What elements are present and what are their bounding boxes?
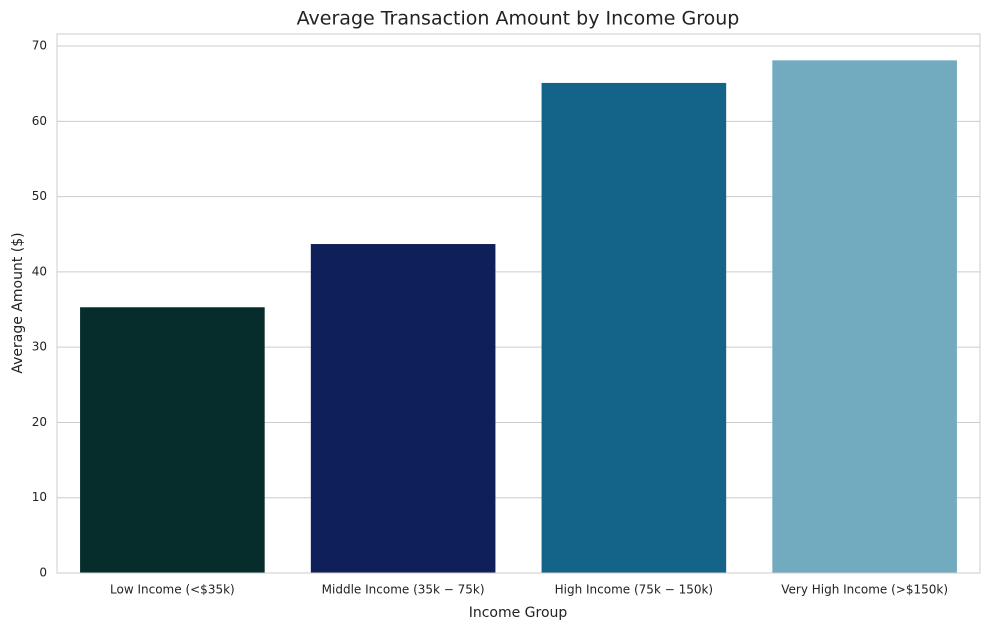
- y-tick-label: 40: [32, 264, 47, 278]
- bar: [80, 307, 265, 573]
- x-tick-label: Very High Income (>$150k): [781, 583, 948, 597]
- x-tick-label: High Income (75k − 150k): [555, 583, 713, 597]
- y-tick-label: 10: [32, 490, 47, 504]
- y-tick-label: 50: [32, 189, 47, 203]
- bar: [541, 82, 727, 573]
- x-axis-label: Income Group: [469, 605, 568, 621]
- y-tick-label: 0: [39, 566, 47, 580]
- y-tick-label: 70: [32, 39, 47, 53]
- y-tick-label: 20: [32, 415, 47, 429]
- x-tick-label: Low Income (<$35k): [110, 583, 235, 597]
- bar: [772, 60, 957, 573]
- chart-title: Average Transaction Amount by Income Gro…: [297, 8, 740, 30]
- x-tick-label: Middle Income (35k − 75k): [322, 583, 485, 597]
- y-axis-label: Average Amount ($): [10, 232, 26, 373]
- bar: [310, 244, 496, 573]
- plot-frame: [56, 33, 981, 574]
- y-tick-label: 30: [32, 340, 47, 354]
- y-tick-label: 60: [32, 114, 47, 128]
